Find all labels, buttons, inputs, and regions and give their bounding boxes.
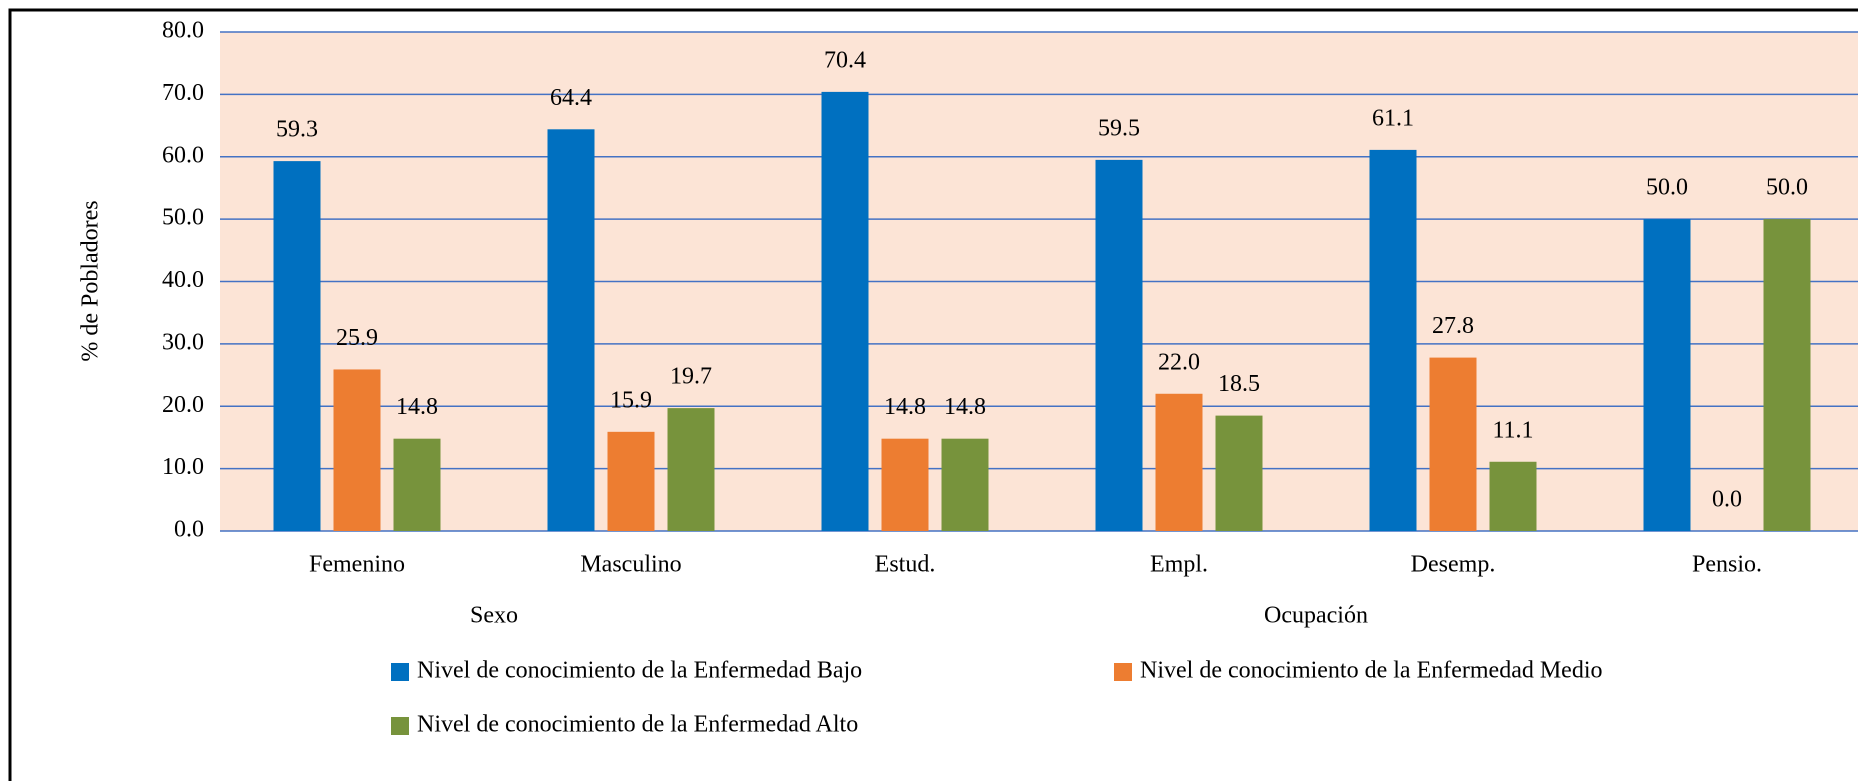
legend-label: Nivel de conocimiento de la Enfermedad B… (417, 658, 862, 684)
bar (821, 91, 869, 531)
data-label: 15.9 (610, 387, 652, 413)
x-tick-label: Empl. (1150, 552, 1208, 578)
bar (941, 438, 989, 531)
group-label: Ocupación (1264, 603, 1368, 629)
x-tick-label: Desemp. (1411, 552, 1496, 578)
bar (1763, 219, 1811, 531)
y-tick-label: 80.0 (162, 18, 204, 44)
y-tick-label: 60.0 (162, 142, 204, 168)
legend-swatch (1114, 663, 1132, 681)
y-tick-label: 70.0 (162, 80, 204, 106)
bar (1429, 357, 1477, 531)
legend-swatch (391, 717, 409, 735)
y-tick-label: 30.0 (162, 329, 204, 355)
data-label: 22.0 (1158, 349, 1200, 375)
data-label: 50.0 (1766, 175, 1808, 201)
bar (1155, 393, 1203, 531)
data-label: 25.9 (336, 325, 378, 351)
y-tick-label: 0.0 (174, 517, 204, 543)
data-label: 64.4 (550, 85, 592, 111)
frame (8, 8, 1858, 781)
data-label: 19.7 (670, 364, 712, 390)
bar (1095, 159, 1143, 531)
data-label: 14.8 (884, 394, 926, 420)
legend-swatch (391, 663, 409, 681)
bar (667, 408, 715, 531)
bar (1643, 219, 1691, 531)
y-tick-label: 40.0 (162, 267, 204, 293)
bar (273, 161, 321, 531)
data-label: 14.8 (396, 394, 438, 420)
group-label: Sexo (470, 603, 518, 629)
y-tick-label: 10.0 (162, 454, 204, 480)
y-tick-label: 20.0 (162, 392, 204, 418)
bar (393, 438, 441, 531)
legend-label: Nivel de conocimiento de la Enfermedad M… (1140, 658, 1603, 684)
data-label: 27.8 (1432, 313, 1474, 339)
data-label: 11.1 (1492, 417, 1533, 443)
data-label: 59.5 (1098, 115, 1140, 141)
data-label: 0.0 (1712, 487, 1742, 513)
x-tick-label: Masculino (580, 552, 681, 578)
data-label: 50.0 (1646, 175, 1688, 201)
bar (1489, 461, 1537, 531)
y-axis-title: % de Pobladores (78, 200, 104, 361)
bar (333, 369, 381, 531)
data-label: 59.3 (276, 117, 318, 143)
data-label: 14.8 (944, 394, 986, 420)
data-label: 18.5 (1218, 371, 1260, 397)
bar (1369, 149, 1417, 532)
x-tick-label: Femenino (309, 552, 405, 578)
data-label: 70.4 (824, 47, 866, 73)
data-label: 61.1 (1372, 105, 1414, 131)
x-tick-label: Estud. (875, 552, 936, 578)
bar (547, 129, 595, 531)
bar (881, 438, 929, 531)
bar (1215, 415, 1263, 531)
y-tick-label: 50.0 (162, 205, 204, 231)
x-tick-label: Pensio. (1692, 552, 1762, 578)
bar (607, 431, 655, 531)
legend-label: Nivel de conocimiento de la Enfermedad A… (417, 712, 858, 738)
